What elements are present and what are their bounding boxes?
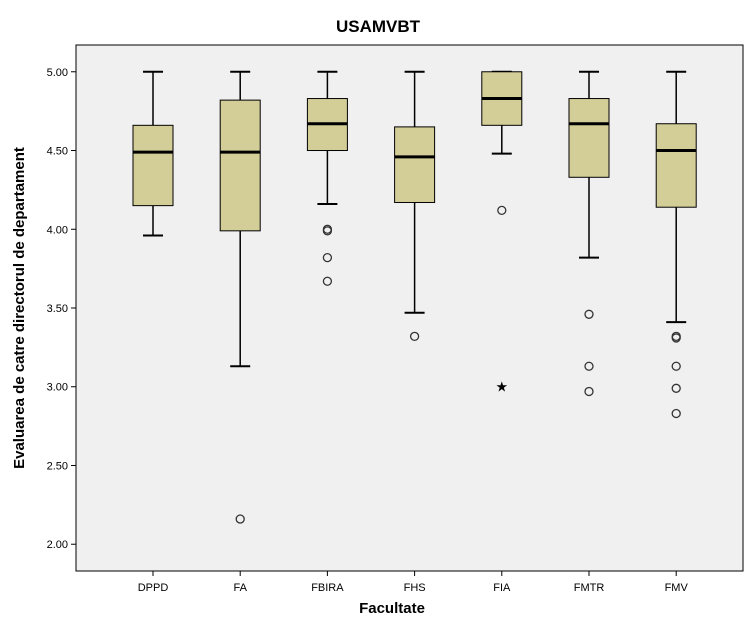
box-fhs — [394, 70, 436, 341]
x-tick-label: FBIRA — [311, 582, 344, 594]
x-tick-label: FIA — [493, 582, 511, 594]
outlier-point — [584, 361, 594, 371]
y-tick-label: 2.00 — [47, 539, 68, 551]
outlier-point — [671, 333, 681, 343]
x-tick-label: DPPD — [138, 582, 169, 594]
outlier-point — [671, 383, 681, 393]
x-tick-label: FMV — [665, 582, 689, 594]
box-iqr — [394, 126, 436, 203]
box-fmv — [655, 70, 697, 419]
outlier-point — [584, 309, 594, 319]
box-iqr — [219, 99, 261, 232]
outlier-point — [235, 514, 245, 524]
box-fia: ★ — [481, 70, 523, 396]
x-axis: DPPD FA FBIRA FHS FIA FMTR FMV — [138, 571, 689, 594]
x-tick-label: FMTR — [574, 582, 605, 594]
y-axis: 2.00 2.50 3.00 3.50 4.00 4.50 5.00 — [47, 67, 76, 551]
x-axis-label: Facultate — [359, 600, 425, 617]
y-tick-label: 3.00 — [47, 382, 68, 394]
box-fbira — [306, 70, 348, 286]
box-iqr — [568, 98, 610, 178]
outlier-point — [322, 276, 333, 286]
y-tick-label: 5.00 — [47, 67, 68, 79]
chart-title: USAMVBT — [336, 17, 421, 36]
y-axis-label: Evaluarea de catre directorul de departa… — [11, 147, 28, 469]
box-fmtr — [568, 70, 610, 397]
extreme-point: ★ — [496, 380, 509, 396]
plot-area — [75, 44, 744, 572]
outlier-point — [671, 408, 681, 419]
outlier-point — [409, 331, 420, 341]
box-dppd — [132, 70, 174, 237]
y-tick-label: 4.00 — [47, 224, 68, 236]
outlier-point — [497, 205, 507, 216]
box-fa — [219, 70, 261, 524]
y-tick-label: 3.50 — [47, 303, 68, 315]
y-tick-label: 4.50 — [47, 146, 68, 158]
box-iqr — [132, 124, 174, 207]
outlier-point — [671, 361, 681, 371]
outlier-point — [584, 386, 594, 397]
x-tick-label: FHS — [404, 582, 426, 594]
outlier-point — [322, 252, 333, 263]
x-tick-label: FA — [233, 582, 247, 594]
y-tick-label: 2.50 — [47, 460, 68, 472]
boxes-group: ★ — [132, 70, 697, 524]
outlier-point — [322, 226, 333, 236]
box-iqr — [655, 123, 697, 208]
